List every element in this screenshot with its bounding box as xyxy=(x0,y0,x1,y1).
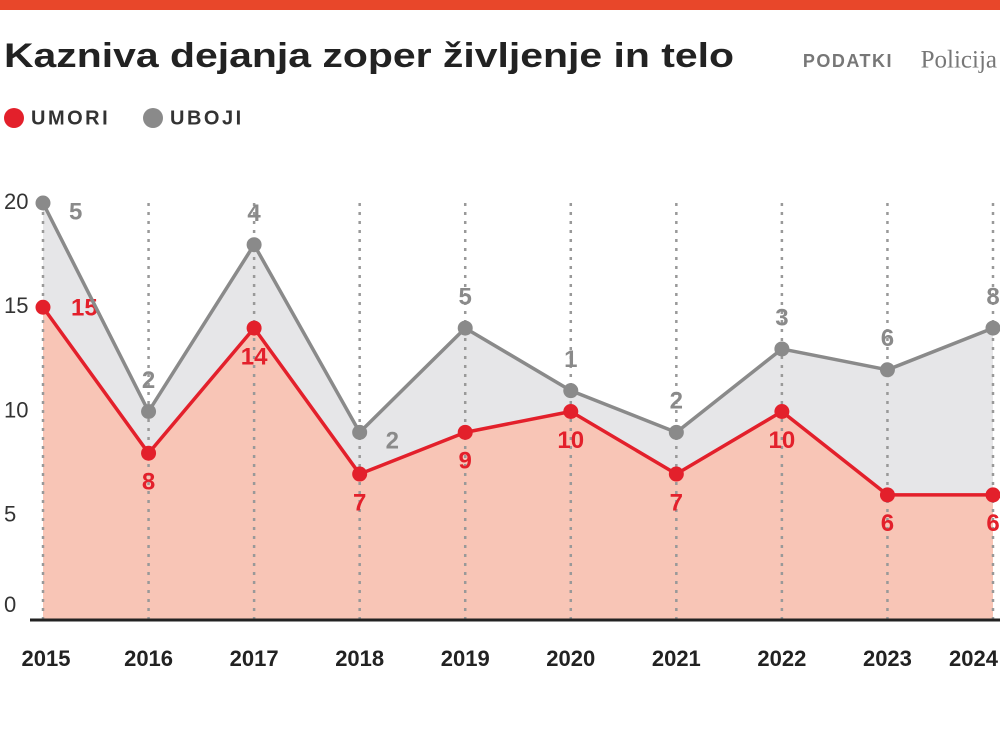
point xyxy=(246,320,262,336)
y-tick-label: 10 xyxy=(4,397,28,422)
point xyxy=(668,466,684,482)
value-label: 6 xyxy=(986,510,999,537)
value-label: 1 xyxy=(564,346,577,373)
point xyxy=(246,237,262,253)
x-tick-label: 2022 xyxy=(757,646,806,671)
value-label: 14 xyxy=(241,343,268,370)
value-label: 2 xyxy=(142,367,155,394)
area xyxy=(43,203,993,495)
value-label: 15 xyxy=(71,295,98,322)
point xyxy=(352,424,368,440)
value-label: 8 xyxy=(142,469,155,496)
point xyxy=(563,404,579,419)
point xyxy=(35,299,51,315)
y-tick-label: 20 xyxy=(4,189,28,214)
line xyxy=(41,306,993,497)
point xyxy=(879,362,895,378)
x-tick-label: 2020 xyxy=(546,646,595,671)
point xyxy=(457,320,473,336)
point xyxy=(879,487,895,503)
value-label: 10 xyxy=(769,427,796,454)
point xyxy=(774,341,790,357)
point xyxy=(35,195,51,211)
value-label: 7 xyxy=(353,489,366,516)
value-label: 7 xyxy=(670,489,683,516)
value-label: 4 xyxy=(247,200,261,227)
point xyxy=(668,424,684,440)
value-label: 6 xyxy=(881,325,894,352)
source: Policija xyxy=(921,47,997,74)
x-tick-label: 2021 xyxy=(652,646,701,671)
value-label: 2 xyxy=(386,428,399,455)
value-label: 2 xyxy=(670,388,683,415)
value-label: 9 xyxy=(459,448,472,475)
value-label: 8 xyxy=(986,283,999,310)
y-tick-label: 5 xyxy=(4,502,16,527)
x-tick-label: 2015 xyxy=(22,646,71,671)
top-bar xyxy=(0,0,1000,10)
point xyxy=(141,404,157,419)
value-label: 5 xyxy=(69,198,82,225)
x-tick-label: 2017 xyxy=(230,646,279,671)
point xyxy=(352,466,368,482)
y-tick-label: 15 xyxy=(4,293,28,318)
x-tick-label: 2024 xyxy=(949,646,999,671)
source-label: PODATKI xyxy=(803,51,893,71)
x-tick-label: 2018 xyxy=(335,646,384,671)
point xyxy=(563,383,579,399)
legend-label: UBOJI xyxy=(170,107,244,129)
point xyxy=(985,320,1000,336)
value-label: 6 xyxy=(881,510,894,537)
line xyxy=(41,202,994,435)
x-tick-label: 2016 xyxy=(124,646,173,671)
point xyxy=(457,424,473,440)
value-label: 3 xyxy=(775,304,788,331)
point xyxy=(985,487,1000,503)
legend-marker xyxy=(4,108,24,128)
y-tick-label: 0 xyxy=(4,592,16,617)
x-tick-label: 2019 xyxy=(441,646,490,671)
legend-marker xyxy=(143,108,163,128)
area xyxy=(43,307,993,620)
legend-label: UMORI xyxy=(31,107,110,129)
point xyxy=(141,445,157,461)
point xyxy=(774,404,790,419)
value-label: 5 xyxy=(459,283,472,310)
value-label: 10 xyxy=(557,427,584,454)
x-tick-label: 2023 xyxy=(863,646,912,671)
chart-title: Kazniva dejanja zoper življenje in telo xyxy=(4,37,734,75)
